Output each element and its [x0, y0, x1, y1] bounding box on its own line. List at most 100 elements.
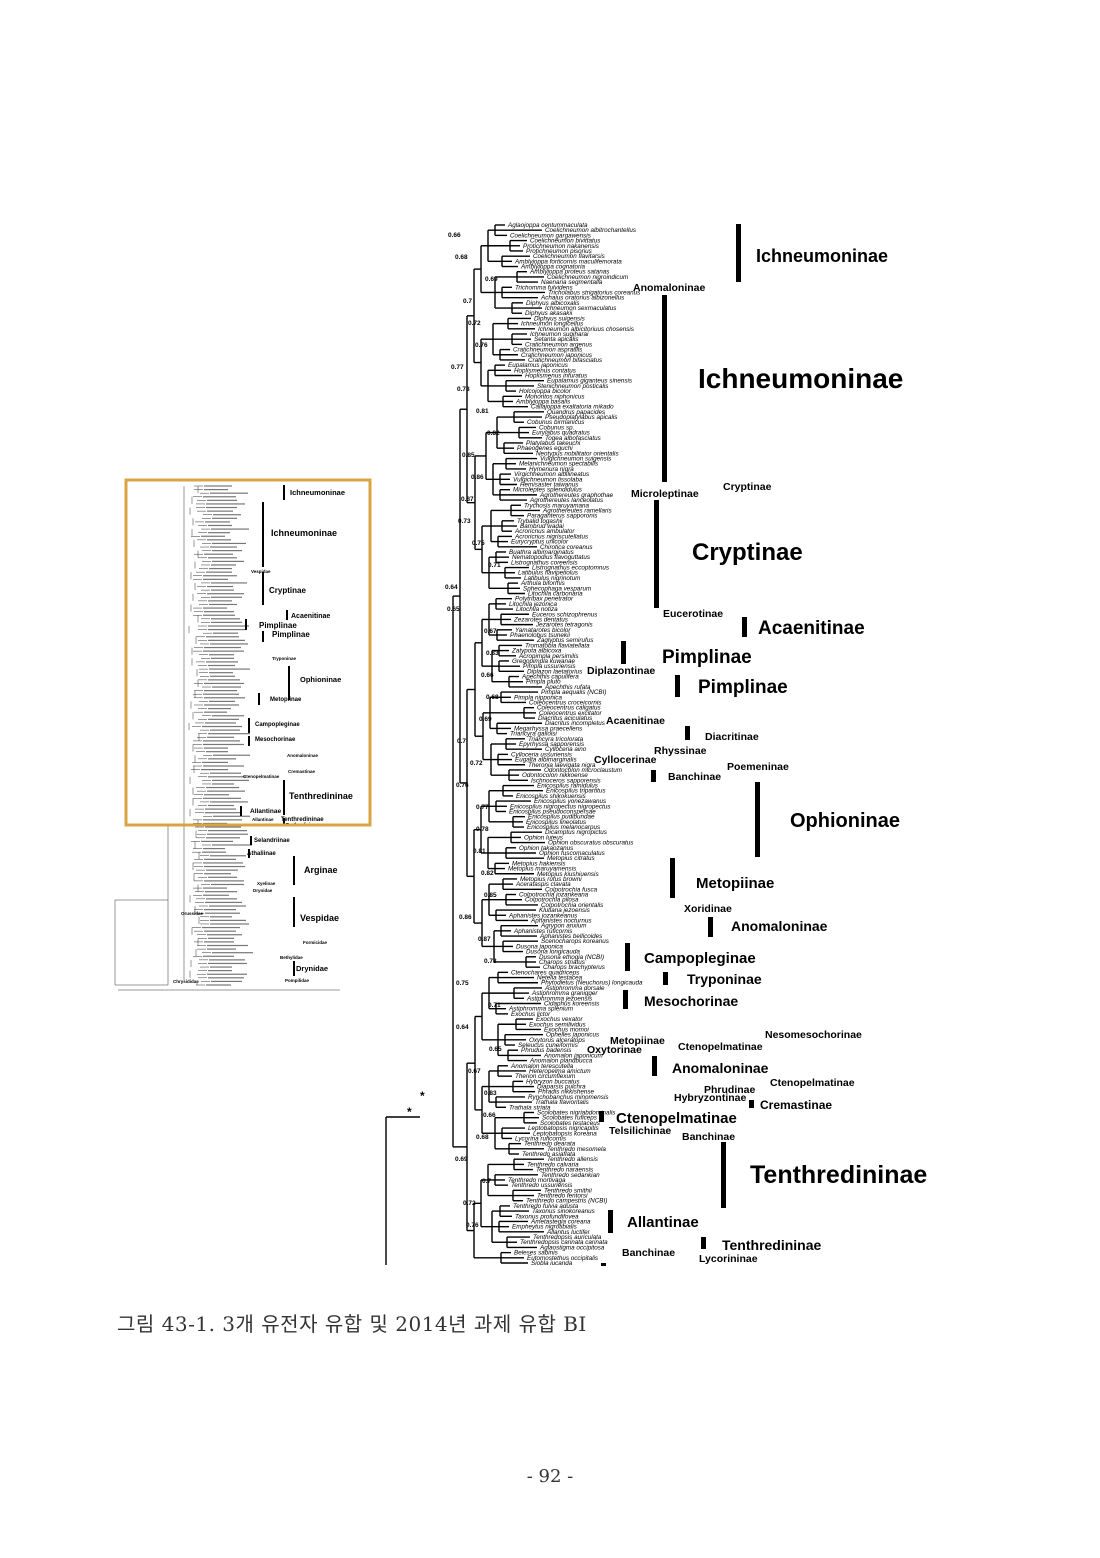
inset-taxon-text	[206, 869, 238, 871]
taxon-label: Jezarotes tetragonis	[535, 622, 594, 629]
inset-clade-label: Campopleginae	[255, 722, 300, 728]
inset-taxon-text	[203, 743, 244, 746]
inset-taxon-text	[210, 643, 248, 645]
taxon-label: Ophelles japonicus	[546, 1032, 600, 1039]
taxon-label: Tenthredo mortivaga	[508, 1177, 566, 1184]
inset-clade-bar	[293, 856, 295, 885]
clade-label: Metopiinae	[696, 875, 774, 892]
inset-taxon-text	[210, 675, 235, 677]
taxon-label: Hybryzon buccatus	[526, 1078, 580, 1085]
inset-taxon-text	[208, 707, 231, 710]
taxon-label: Enicospilus yonezawanus	[534, 798, 607, 805]
taxon-label: Colpotrochia orientalis	[541, 902, 604, 909]
support-value: 0.7	[482, 1178, 491, 1185]
inset-taxon-text	[203, 575, 237, 577]
inset-taxon-text	[204, 611, 234, 613]
inset-taxon-text	[206, 837, 240, 839]
taxon-label: Acroricnus ambulator	[514, 528, 575, 535]
inset-clade-label: Athaliinae	[247, 851, 276, 857]
inset-taxon-text	[211, 582, 247, 584]
inset-taxon-text	[204, 858, 236, 860]
clade-label: Ichneumoninae	[756, 246, 888, 266]
taxon-label: Astiphromma splenium	[508, 1006, 573, 1013]
inset-taxon-text	[211, 564, 236, 566]
taxon-label: Aglaostigma occipitosa	[539, 1244, 605, 1251]
taxon-label: Cratichneumon japonicus	[521, 352, 593, 359]
clade-label: Ophioninae	[790, 810, 900, 832]
minor-clade-label: Diacritinae	[705, 731, 759, 743]
inset-taxon-text	[208, 758, 236, 760]
taxon-label: Pimpla pluto	[526, 679, 561, 686]
asterisk-mark: *	[407, 1105, 412, 1119]
inset-taxon-text	[206, 506, 237, 509]
inset-taxon-text	[209, 959, 245, 961]
minor-clade-label: Nesomesochorinae	[765, 1029, 862, 1041]
support-value: 0.69	[455, 1156, 468, 1163]
minor-clade-label: Ctenopelmatinae	[770, 1077, 855, 1089]
inset-minor-label: Tryponinae	[272, 656, 297, 661]
inset-taxon-text	[207, 593, 244, 595]
inset-taxon-text	[201, 769, 228, 771]
taxon-label: Exochus lictor	[511, 1011, 551, 1018]
minor-clade-label: Diplazontinae	[587, 665, 655, 677]
inset-taxon-text	[203, 578, 228, 580]
support-value: 0.83	[484, 1090, 497, 1097]
clade-label: Tenthredininae	[722, 1237, 822, 1253]
taxon-label: Pimpla nipponica	[514, 694, 562, 701]
inset-taxon-text	[203, 887, 227, 889]
page-number: - 92 -	[526, 1466, 574, 1487]
taxon-label: Coleocentrus croceicornis	[529, 699, 602, 706]
inset-clade-label: Ophioninae	[300, 675, 341, 684]
taxon-label: Ichneumon sexmaculatus	[545, 305, 617, 312]
inset-taxon-text	[208, 625, 249, 627]
taxon-label: Protichneumon pisorius	[526, 248, 593, 255]
support-value: 0.66	[483, 1112, 496, 1119]
taxon-label: Phradis nikkishense	[538, 1089, 594, 1096]
taxon-label: Trychosis maruyamana	[524, 502, 589, 509]
taxon-label: Anomalon plandbucca	[529, 1058, 593, 1065]
inset-taxon-text	[213, 632, 238, 634]
inset-taxon-text	[209, 567, 232, 570]
taxon-label: Metopius maruyamensis	[508, 866, 577, 873]
clade-label: Ctenopelmatinae	[616, 1110, 737, 1127]
inset-clade-bar	[283, 780, 285, 815]
taxon-label: Buathra albimarginatus	[509, 549, 575, 556]
taxon-label: Polytribax penetrator	[515, 596, 574, 603]
inset-taxon-text	[211, 528, 249, 530]
inset-taxon-text	[203, 955, 234, 957]
taxon-label: Tenthredo calvaria	[527, 1161, 579, 1168]
taxon-label: Exochus vexator	[536, 1016, 583, 1023]
taxon-label: Coelichneumon gargawensis	[510, 232, 592, 239]
inset-clade-label: Tenthredininae	[289, 791, 353, 801]
inset-clade-label: Drynidae	[296, 964, 328, 973]
inset-taxon-text	[208, 970, 232, 972]
taxon-label: Listrognathus coreensis	[511, 559, 578, 566]
inset-taxon-text	[206, 571, 232, 573]
taxon-label: Tenthredo asiaflata	[522, 1151, 576, 1158]
inset-taxon-text	[208, 830, 247, 832]
inset-taxon-text	[207, 973, 247, 975]
inset-minor-label: Pompilidae	[285, 978, 310, 983]
clade-bar	[621, 641, 626, 664]
clade-bar	[651, 770, 656, 782]
minor-clade-label: Cyllocerinae	[594, 754, 657, 766]
inset-clade-label: Cryptinae	[269, 586, 306, 595]
inset-taxon-text	[206, 751, 228, 753]
taxon-label: Scolobates ruficeps	[542, 1115, 598, 1122]
minor-clade-label: Anomaloninae	[633, 282, 706, 294]
clade-bar	[623, 990, 628, 1009]
inset-taxon-text	[202, 725, 242, 728]
inset-taxon-text	[207, 499, 237, 501]
clade-bar	[701, 1237, 706, 1249]
support-value: 0.66	[481, 672, 494, 679]
clade-bar	[625, 943, 630, 971]
taxon-label: Allantus luctifer	[546, 1229, 591, 1236]
taxon-label: Pseudoplatylabus apicalis	[545, 414, 618, 421]
support-value: 0.67	[468, 1068, 481, 1075]
taxon-label: Coelichneumon albitrochantellus	[545, 227, 637, 234]
inset-clade-label: Ichneumoninae	[271, 528, 337, 538]
inset-taxon-text	[203, 819, 242, 821]
inset-taxon-text	[204, 747, 228, 749]
taxon-label: Scenocharops koreanus	[541, 938, 610, 945]
inset-taxon-text	[204, 704, 239, 706]
